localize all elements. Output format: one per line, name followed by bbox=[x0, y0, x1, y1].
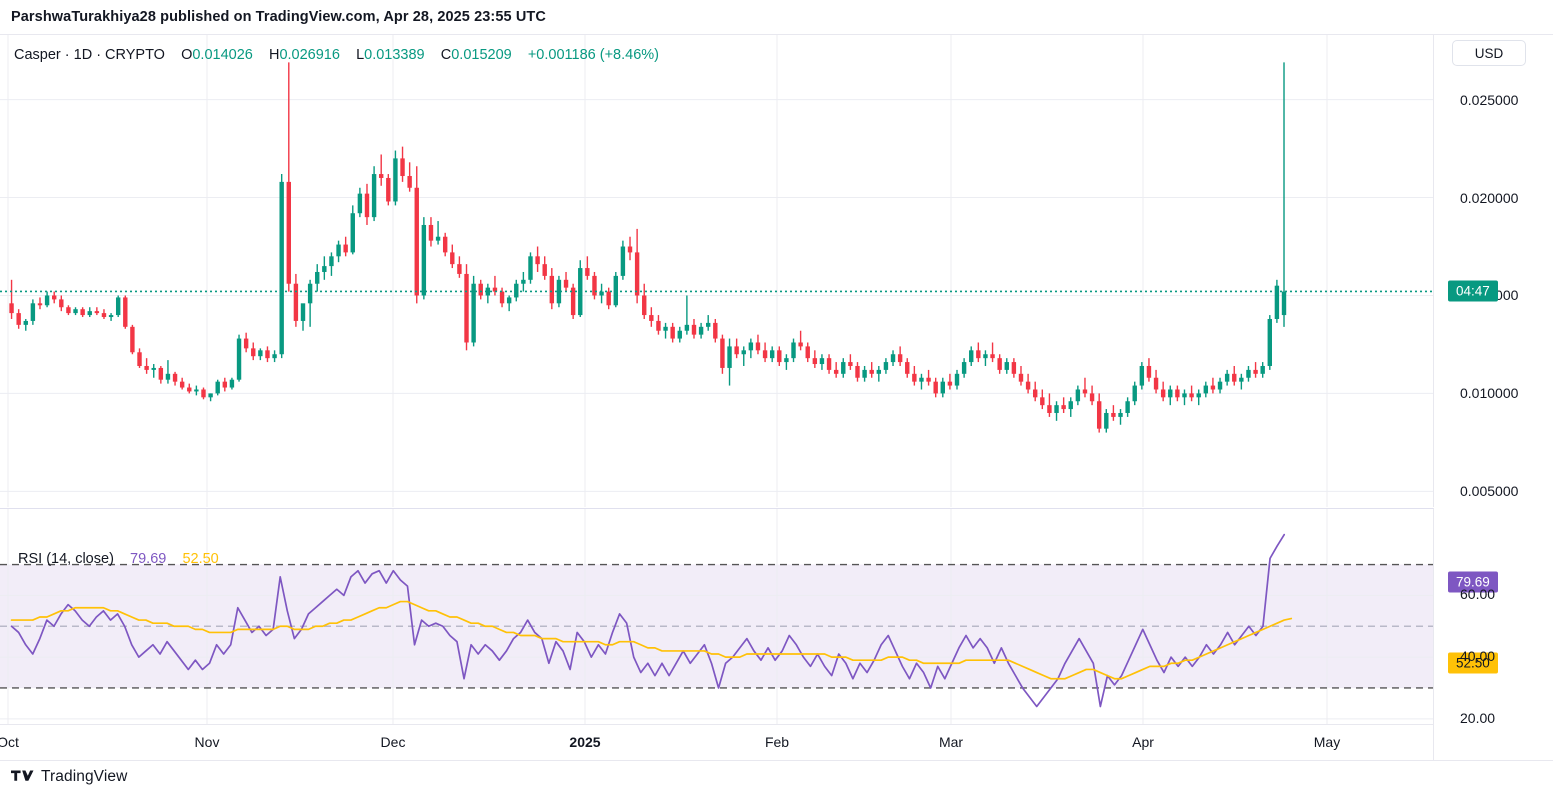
rsi-pane[interactable] bbox=[0, 508, 1434, 724]
time-axis-label: Apr bbox=[1132, 734, 1154, 750]
rsi-tick-label: 40.00 bbox=[1460, 648, 1496, 665]
rsi-tick-label: 20.00 bbox=[1460, 709, 1496, 726]
price-scale[interactable]: USD 0.0250000.0200000.0150000.0100000.00… bbox=[1434, 35, 1553, 507]
currency-button[interactable]: USD bbox=[1452, 40, 1526, 66]
time-axis-label: Feb bbox=[764, 734, 790, 750]
time-axis[interactable]: Oct Nov Dec 2025 Feb Mar Apr May bbox=[0, 724, 1434, 761]
publish-header: ParshwaTurakhiya28 published on TradingV… bbox=[0, 0, 1553, 34]
price-tick-label: 0.010000 bbox=[1460, 385, 1519, 402]
rsi-value-badge: 79.69 bbox=[1448, 571, 1498, 593]
price-tick-label: 0.025000 bbox=[1460, 91, 1519, 108]
time-axis-label: Dec bbox=[380, 734, 406, 750]
price-pane[interactable] bbox=[0, 35, 1434, 507]
rsi-tick-label: 60.00 bbox=[1460, 586, 1496, 603]
candlestick-canvas bbox=[0, 35, 1433, 507]
countdown-badge: 04:47 bbox=[1448, 280, 1498, 302]
price-tick-label: 0.020000 bbox=[1460, 189, 1519, 206]
price-tick-label: 0.005000 bbox=[1460, 483, 1519, 500]
time-axis-label: Mar bbox=[938, 734, 964, 750]
footer-brand: TradingView bbox=[41, 768, 128, 785]
time-axis-label: Nov bbox=[194, 734, 220, 750]
rsi-canvas bbox=[0, 509, 1433, 724]
rsi-scale[interactable]: 79.69 52.50 60.00 40.00 20.00 bbox=[1434, 508, 1553, 726]
time-axis-label: 2025 bbox=[569, 734, 601, 750]
time-axis-label: May bbox=[1313, 734, 1341, 750]
rsi-ma-badge: 52.50 bbox=[1448, 652, 1498, 674]
footer: TradingView bbox=[11, 768, 127, 786]
chart-frame: Casper · 1D · CRYPTO O0.014026 H0.026916… bbox=[0, 34, 1553, 761]
publish-header-text: ParshwaTurakhiya28 published on TradingV… bbox=[11, 9, 546, 25]
time-axis-label: Oct bbox=[0, 734, 19, 750]
tradingview-logo-icon bbox=[11, 769, 34, 781]
